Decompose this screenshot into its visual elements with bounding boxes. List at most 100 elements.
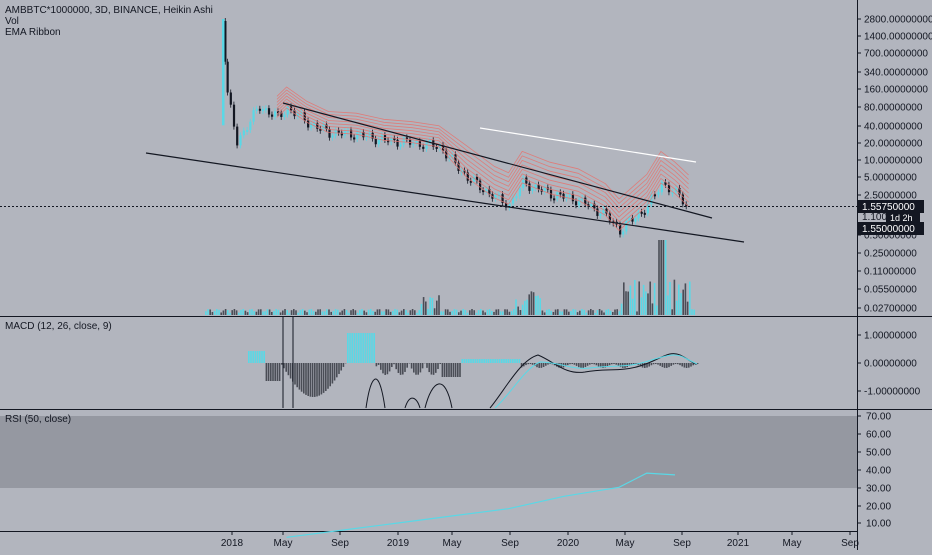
macd-bar xyxy=(686,363,688,368)
macd-bar xyxy=(252,351,254,363)
candle xyxy=(227,62,229,93)
rsi-legend[interactable]: RSI (50, close) xyxy=(5,414,71,425)
macd-bar xyxy=(470,359,472,363)
macd-bar xyxy=(571,363,573,364)
volume-legend[interactable]: Vol xyxy=(5,16,19,27)
volume-bar xyxy=(392,311,394,315)
volume-bar xyxy=(363,311,365,315)
volume-bar xyxy=(484,312,486,315)
time-axis-label: May xyxy=(443,538,462,549)
ema-ribbon-legend[interactable]: EMA Ribbon xyxy=(5,27,61,38)
volume-bar xyxy=(678,285,680,315)
volume-bar xyxy=(379,309,381,315)
candle xyxy=(519,188,521,196)
candle xyxy=(625,221,627,231)
symbol-legend[interactable]: AMBBTC*1000000, 3D, BINANCE, Heikin Ashi xyxy=(5,5,213,16)
macd-bar xyxy=(395,363,397,369)
candle xyxy=(515,196,517,198)
volume-bar xyxy=(489,309,491,315)
volume-bar xyxy=(478,310,480,315)
volume-bar xyxy=(660,240,662,315)
macd-bar xyxy=(402,363,404,375)
candle xyxy=(562,194,564,199)
line-price-text: 1.55000000 xyxy=(862,224,915,235)
macd-bar xyxy=(329,363,331,386)
candle xyxy=(230,92,232,104)
candle xyxy=(528,183,530,190)
volume-bar xyxy=(682,290,684,315)
volume-bar xyxy=(319,309,321,315)
price-tick-label: 5.00000000 xyxy=(864,173,917,184)
volume-bar xyxy=(502,311,504,315)
volume-bar xyxy=(388,309,390,315)
rsi-tick-label: 70.00 xyxy=(866,412,891,423)
macd-bar xyxy=(516,359,518,363)
volume-bar xyxy=(330,312,332,315)
volume-bar xyxy=(506,309,508,315)
volume-bar xyxy=(594,313,596,315)
volume-bar xyxy=(317,309,319,315)
macd-bar xyxy=(497,359,499,363)
macd-bar xyxy=(413,363,415,373)
volume-bar xyxy=(550,311,552,315)
macd-legend[interactable]: MACD (12, 26, close, 9) xyxy=(5,321,112,332)
volume-bar xyxy=(304,311,306,315)
macd-bar xyxy=(347,333,349,363)
macd-bar xyxy=(318,363,320,396)
candle xyxy=(331,135,333,137)
volume-bar xyxy=(493,312,495,315)
macd-bar xyxy=(376,363,378,366)
volume-bar xyxy=(665,240,667,315)
macd-bar xyxy=(574,363,576,365)
volume-bar xyxy=(616,309,618,315)
volume-bar xyxy=(251,309,253,315)
macd-bar xyxy=(589,363,591,365)
rsi-tick-label: 40.00 xyxy=(866,466,891,477)
volume-bar xyxy=(548,309,550,315)
volume-bar xyxy=(344,309,346,315)
macd-bar xyxy=(673,363,675,365)
volume-bar xyxy=(476,313,478,315)
macd-bar xyxy=(448,363,450,377)
volume-bar xyxy=(561,312,563,315)
macd-bar xyxy=(505,359,507,363)
volume-bar xyxy=(647,293,649,315)
macd-bar xyxy=(336,363,338,377)
macd-bar xyxy=(609,363,611,365)
volume-bar xyxy=(352,309,354,315)
volume-bar xyxy=(546,310,548,315)
macd-bar xyxy=(615,363,617,365)
volume-bar xyxy=(407,313,409,315)
volume-bar xyxy=(658,240,660,315)
candle xyxy=(307,121,309,128)
volume-bar xyxy=(282,311,284,315)
volume-bar xyxy=(403,309,405,315)
volume-bar xyxy=(559,311,561,315)
volume-bar xyxy=(267,309,269,315)
volume-bar xyxy=(357,313,359,315)
macd-bar xyxy=(296,363,298,387)
volume-bar xyxy=(605,310,607,315)
volume-bar xyxy=(260,309,262,315)
macd-bar xyxy=(415,363,417,375)
macd-bar xyxy=(543,363,545,367)
candle xyxy=(304,112,306,121)
macd-bar xyxy=(472,359,474,363)
macd-bar xyxy=(457,363,459,377)
macd-bar xyxy=(389,363,391,371)
macd-bar xyxy=(255,351,257,363)
price-tick-label: 0.02700000 xyxy=(864,304,917,315)
macd-bar xyxy=(591,363,593,364)
volume-bar xyxy=(674,280,676,315)
macd-bar xyxy=(312,363,314,397)
volume-bar xyxy=(528,294,530,315)
volume-bar xyxy=(359,310,361,315)
macd-bar xyxy=(393,363,395,364)
macd-bar xyxy=(303,363,305,393)
volume-bar xyxy=(324,311,326,315)
candle xyxy=(236,127,238,146)
macd-bar xyxy=(648,363,650,367)
